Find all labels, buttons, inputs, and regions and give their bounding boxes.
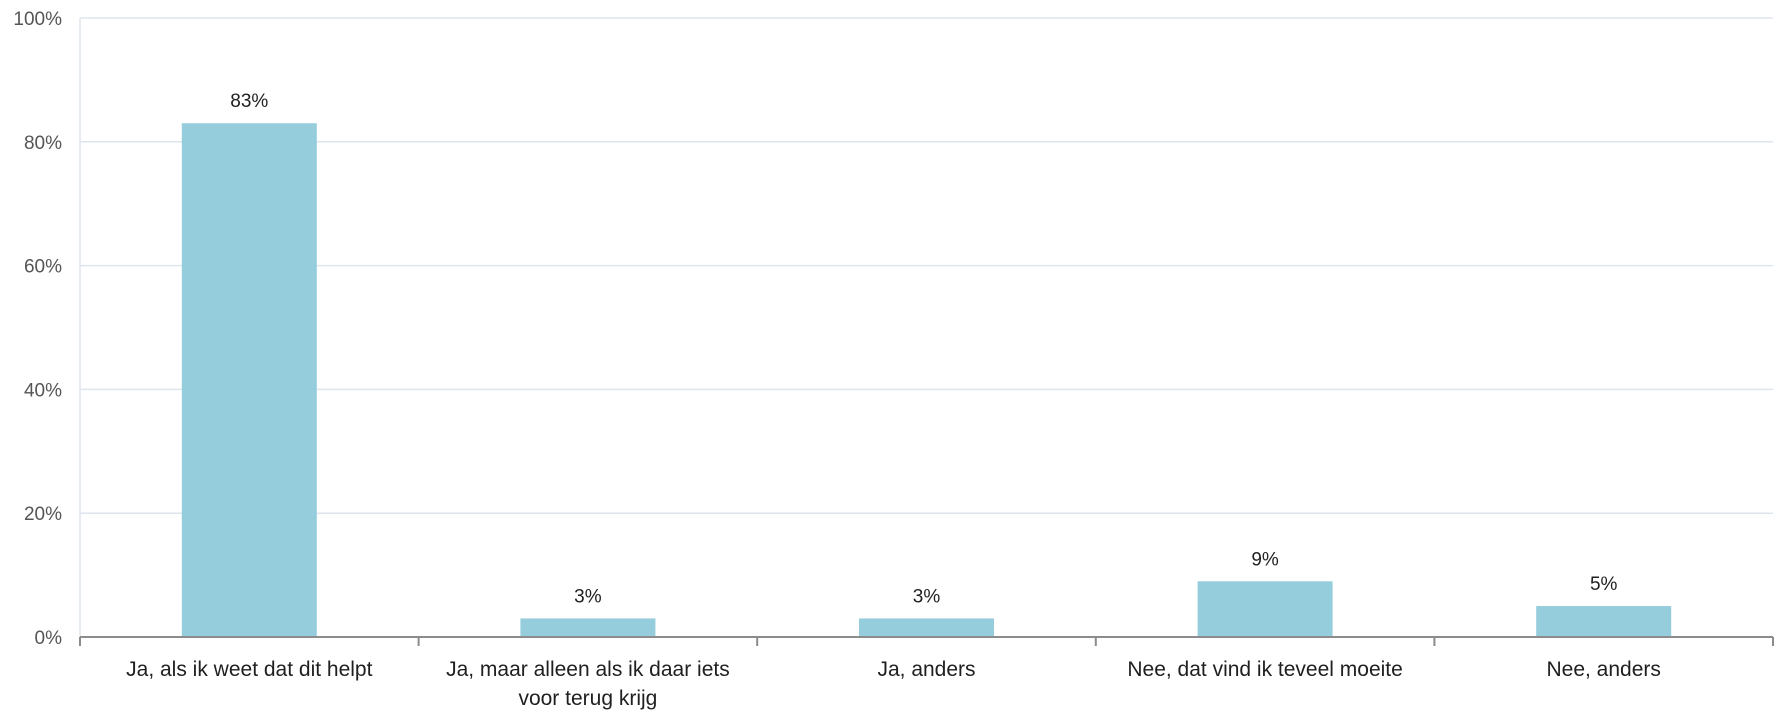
category-label: Nee, dat vind ik teveel moeite <box>1127 658 1402 681</box>
x-axis <box>79 18 1774 646</box>
y-axis-tick-labels: 0% 20% 40% 60% 80% 100% <box>13 9 62 649</box>
y-tick-label: 0% <box>35 628 63 649</box>
data-label: 83% <box>230 91 268 112</box>
data-label: 9% <box>1251 549 1279 570</box>
bar <box>520 618 656 637</box>
gridlines <box>80 17 1773 514</box>
data-label: 5% <box>1590 574 1618 595</box>
category-labels: Ja, als ik weet dat dit helpt Ja, maar al… <box>126 658 1661 710</box>
bar <box>1536 606 1672 637</box>
y-tick-label: 100% <box>13 9 62 30</box>
data-label: 3% <box>913 586 941 607</box>
y-tick-label: 80% <box>24 133 62 154</box>
y-tick-label: 60% <box>24 257 62 278</box>
category-label: Ja, als ik weet dat dit helpt <box>126 658 372 681</box>
category-label: Ja, anders <box>877 658 975 681</box>
bar <box>181 123 317 638</box>
category-label: voor terug krijg <box>518 687 657 710</box>
bar <box>859 618 994 637</box>
bar <box>1197 581 1333 637</box>
y-tick-label: 40% <box>24 380 62 401</box>
y-tick-label: 20% <box>24 504 62 525</box>
category-label: Nee, anders <box>1546 658 1660 681</box>
category-label: Ja, maar alleen als ik daar iets <box>446 658 730 681</box>
data-label: 3% <box>574 586 602 607</box>
bars <box>181 123 1672 638</box>
data-labels: 83% 3% 3% 9% 5% <box>230 91 1617 607</box>
